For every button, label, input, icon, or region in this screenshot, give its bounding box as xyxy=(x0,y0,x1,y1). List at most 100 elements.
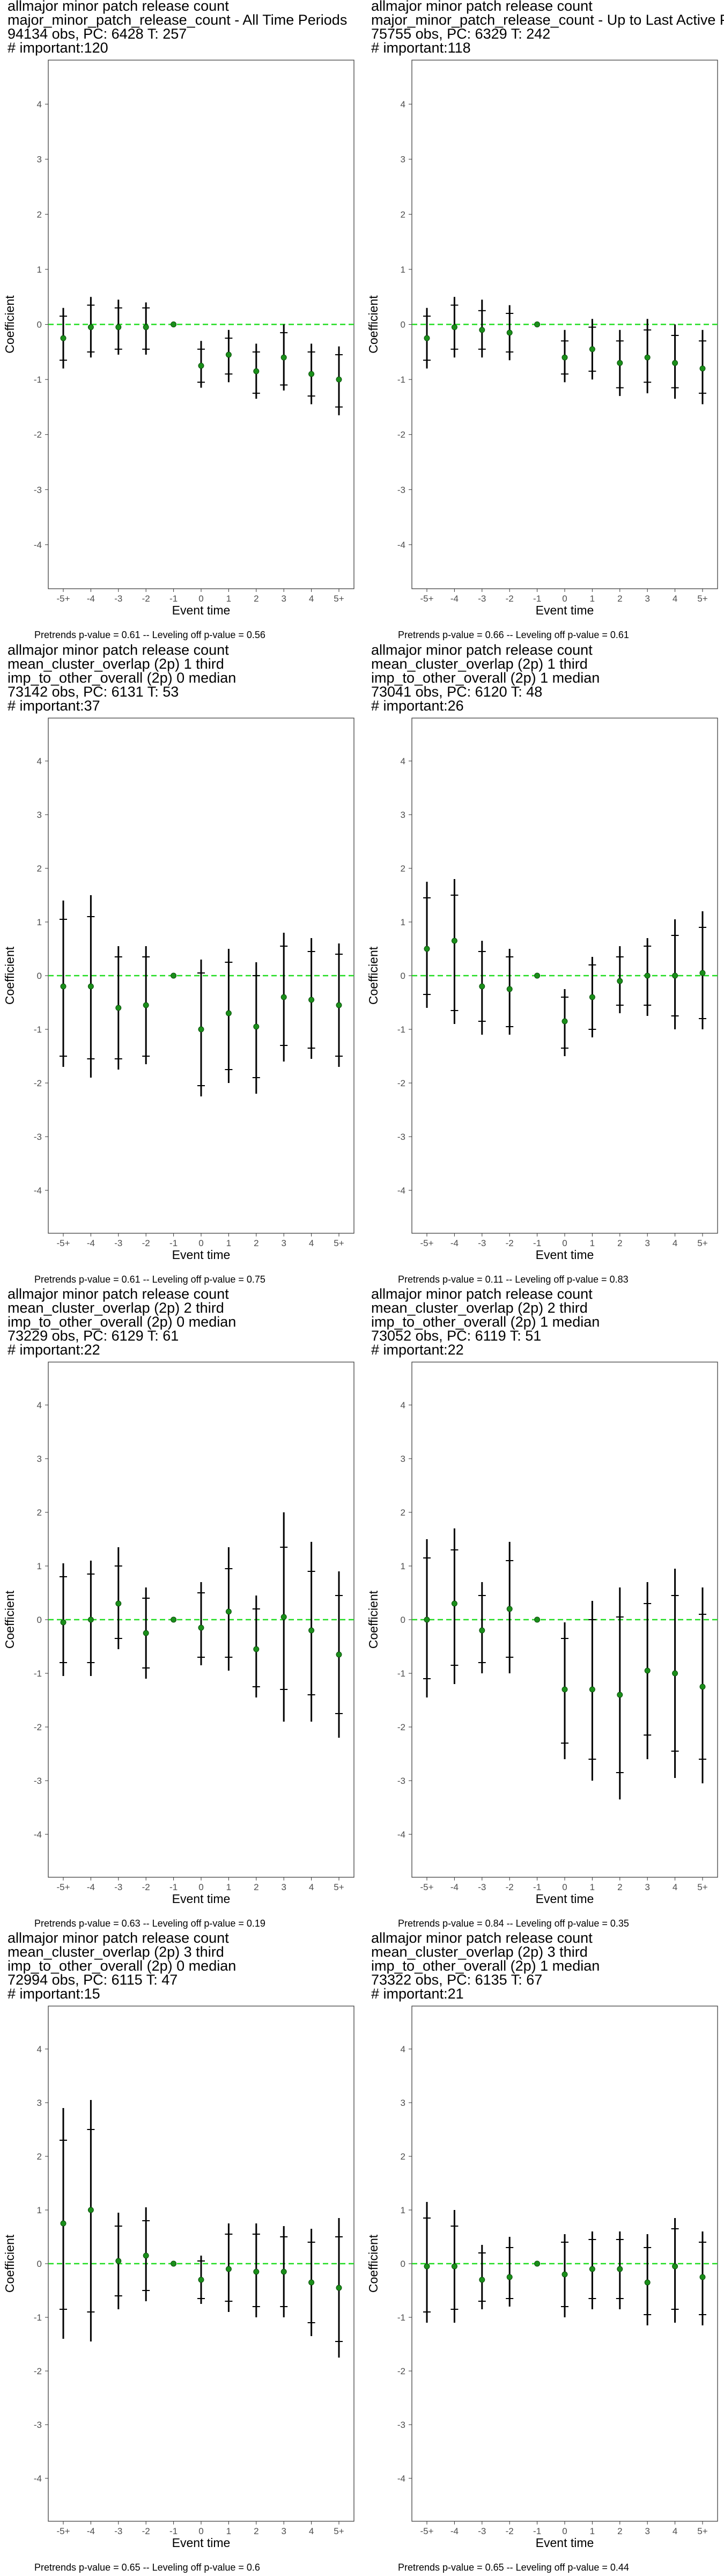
chart-title-line: allmajor minor patch release count xyxy=(371,642,593,658)
p-value-caption: Pretrends p-value = 0.61 -- Leveling off… xyxy=(34,1274,265,1285)
y-tick-label: -3 xyxy=(397,1132,405,1142)
y-tick-label: 1 xyxy=(401,917,405,927)
chart-title-line: # important:120 xyxy=(8,40,108,56)
chart-title-line: imp_to_other_overall (2p) 0 median xyxy=(8,1314,236,1330)
x-tick-label: -5+ xyxy=(420,1882,433,1892)
coefficient-point xyxy=(171,1616,177,1623)
coefficient-point xyxy=(60,1619,67,1626)
y-tick-label: 2 xyxy=(37,1507,42,1518)
coefficient-point xyxy=(87,2207,94,2213)
coefficient-point xyxy=(198,362,204,369)
x-tick-label: 1 xyxy=(226,2526,231,2536)
y-tick-label: 1 xyxy=(37,2205,42,2215)
p-value-caption: Pretrends p-value = 0.84 -- Leveling off… xyxy=(398,1918,629,1929)
x-tick-label: 2 xyxy=(617,594,622,604)
chart-title-line: # important:118 xyxy=(371,40,471,56)
x-tick-label: -3 xyxy=(114,1238,122,1248)
coefficient-point xyxy=(253,368,260,375)
chart-title-line: 73052 obs, PC: 6119 T: 51 xyxy=(371,1328,541,1344)
y-tick-label: -2 xyxy=(397,430,405,440)
coefficient-point xyxy=(589,346,595,353)
y-tick-label: -4 xyxy=(397,1829,405,1840)
coefficient-point xyxy=(171,972,177,979)
chart-title-line: 73322 obs, PC: 6135 T: 67 xyxy=(371,1972,542,1988)
y-tick-label: -3 xyxy=(34,485,42,495)
coefficient-point xyxy=(699,365,706,372)
p-value-caption: Pretrends p-value = 0.65 -- Leveling off… xyxy=(34,2562,260,2573)
y-tick-label: -4 xyxy=(34,2473,42,2484)
coefficient-point xyxy=(115,1005,122,1011)
x-tick-label: 3 xyxy=(281,1882,286,1892)
x-tick-label: 4 xyxy=(309,1238,314,1248)
x-tick-label: 5+ xyxy=(697,1238,707,1248)
coefficient-point xyxy=(424,1616,430,1623)
coefficient-point xyxy=(253,1023,260,1030)
y-tick-label: -4 xyxy=(34,540,42,550)
coefficient-point xyxy=(143,1002,149,1008)
x-tick-label: 2 xyxy=(617,2526,622,2536)
y-tick-label: -1 xyxy=(34,375,42,385)
plot-panel xyxy=(411,1362,718,1878)
coefficient-point xyxy=(617,978,623,984)
x-axis-title: Event time xyxy=(172,1248,231,1262)
x-tick-label: -4 xyxy=(450,1882,459,1892)
x-tick-label: 1 xyxy=(590,1882,595,1892)
coefficient-point xyxy=(225,2266,232,2272)
coefficient-point xyxy=(534,321,541,327)
coefficient-point xyxy=(280,2268,287,2275)
coefficient-point xyxy=(534,2260,541,2267)
coefficient-point xyxy=(424,2263,430,2270)
y-tick-label: 3 xyxy=(401,155,405,165)
x-tick-label: 0 xyxy=(198,1238,203,1248)
p-value-caption: Pretrends p-value = 0.65 -- Leveling off… xyxy=(398,2562,629,2573)
coefficient-point xyxy=(253,1646,260,1652)
p-value-caption: Pretrends p-value = 0.66 -- Leveling off… xyxy=(398,630,629,640)
chart-panel-7: allmajor minor patch release countmean_c… xyxy=(3,1930,354,2573)
x-axis-title: Event time xyxy=(536,1892,594,1906)
x-tick-label: -4 xyxy=(87,1238,95,1248)
y-tick-label: 4 xyxy=(37,756,42,766)
y-tick-label: 2 xyxy=(401,863,405,874)
coefficient-point xyxy=(479,327,485,333)
chart-title-line: imp_to_other_overall (2p) 1 median xyxy=(371,670,600,686)
x-tick-label: 4 xyxy=(673,594,677,604)
x-tick-label: -5+ xyxy=(420,594,433,604)
x-tick-label: -3 xyxy=(478,1882,486,1892)
y-tick-label: -3 xyxy=(34,1776,42,1786)
chart-title-line: mean_cluster_overlap (2p) 1 third xyxy=(8,656,224,672)
x-tick-label: -1 xyxy=(169,594,178,604)
coefficient-point xyxy=(308,997,315,1003)
x-tick-label: 4 xyxy=(673,2526,677,2536)
y-tick-label: 4 xyxy=(37,2044,42,2054)
coefficient-point xyxy=(171,321,177,327)
x-tick-label: -3 xyxy=(114,1882,122,1892)
chart-title-line: 72994 obs, PC: 6115 T: 47 xyxy=(8,1972,178,1988)
coefficient-point xyxy=(451,2263,457,2270)
y-tick-label: 4 xyxy=(401,99,405,109)
y-tick-label: -1 xyxy=(34,1024,42,1035)
coefficient-point xyxy=(617,1692,623,1698)
y-tick-label: 2 xyxy=(401,2151,405,2162)
chart-panel-8: allmajor minor patch release countmean_c… xyxy=(366,1930,718,2573)
x-tick-label: -2 xyxy=(506,594,514,604)
coefficient-point xyxy=(280,994,287,1000)
chart-title-line: mean_cluster_overlap (2p) 1 third xyxy=(371,656,588,672)
x-tick-label: 5+ xyxy=(697,1882,707,1892)
coefficient-point xyxy=(87,1616,94,1623)
chart-title-line: # important:15 xyxy=(8,1986,100,2002)
chart-title-line: allmajor minor patch release count xyxy=(8,1930,229,1946)
y-tick-label: 2 xyxy=(37,2151,42,2162)
x-axis-title: Event time xyxy=(172,2536,231,2550)
x-axis-title: Event time xyxy=(536,1248,594,1262)
coefficient-point xyxy=(336,376,342,383)
y-tick-label: -2 xyxy=(34,430,42,440)
y-tick-label: 3 xyxy=(37,1454,42,1464)
y-tick-label: 0 xyxy=(37,2259,42,2269)
x-tick-label: -1 xyxy=(169,1238,178,1248)
coefficient-point xyxy=(336,1651,342,1658)
x-tick-label: -3 xyxy=(114,2526,122,2536)
coefficient-point xyxy=(506,330,513,336)
y-tick-label: 1 xyxy=(37,917,42,927)
chart-panel-4: allmajor minor patch release countmean_c… xyxy=(366,642,718,1285)
coefficient-point xyxy=(171,2260,177,2267)
